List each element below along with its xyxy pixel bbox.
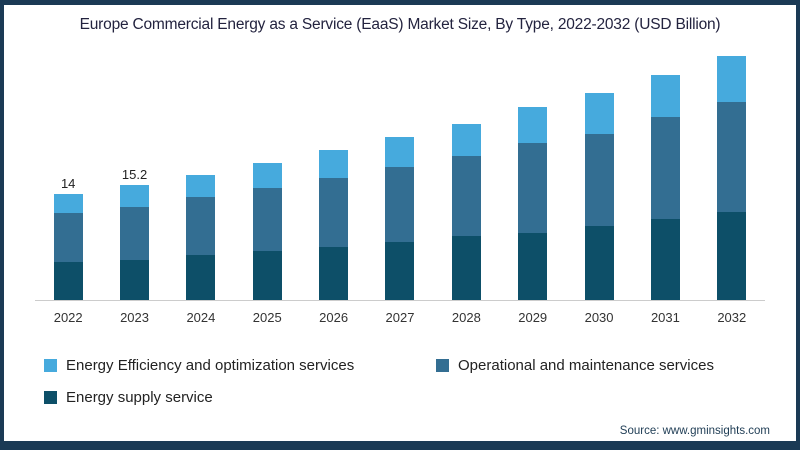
legend: Energy Efficiency and optimization servi…	[44, 357, 796, 406]
bar-segment-2032	[717, 56, 747, 102]
x-axis-label-2030: 2030	[584, 310, 614, 325]
bar-segment-2025	[252, 163, 282, 189]
legend-label-energy-supply: Energy supply service	[66, 389, 213, 406]
bar-segment-2031	[650, 116, 680, 219]
legend-item-energy-efficiency: Energy Efficiency and optimization servi…	[44, 357, 436, 374]
bar-segment-2030	[584, 226, 614, 300]
bar-segment-2032	[717, 101, 747, 212]
legend-label-energy-efficiency: Energy Efficiency and optimization servi…	[66, 357, 355, 374]
chart-title: Europe Commercial Energy as a Service (E…	[79, 16, 721, 33]
x-axis-labels: 2022 2023 2024 2025 2026 2027 2028 2029 2030 2031…	[35, 301, 765, 325]
bar-segment-2026	[319, 246, 349, 300]
bar-column-2022: 14	[35, 50, 101, 300]
x-axis-label-2028: 2028	[451, 310, 481, 325]
bar-segment-2026	[319, 177, 349, 247]
bar-2023	[120, 184, 150, 300]
bar-segment-2023	[120, 184, 150, 207]
plot-area: 14 15.2 2022 2023 2024 2025 2026 2027 2028 2029 2…	[4, 50, 796, 325]
bar-segment-2027	[385, 242, 415, 300]
bar-2025	[252, 163, 282, 300]
bar-segment-2026	[319, 150, 349, 178]
bars-container: 14 15.2	[35, 50, 765, 301]
bar-2024	[186, 175, 216, 300]
bar-segment-2025	[252, 251, 282, 300]
x-axis-label-2032: 2032	[717, 310, 747, 325]
bar-segment-2028	[451, 123, 481, 157]
bar-segment-2028	[451, 156, 481, 237]
bar-column-2026	[300, 50, 366, 300]
bar-column-2032	[699, 50, 765, 300]
x-axis-label-2029: 2029	[518, 310, 548, 325]
bar-segment-2022	[53, 193, 83, 213]
legend-row-1: Energy Efficiency and optimization servi…	[44, 357, 796, 374]
bar-2032	[717, 56, 747, 300]
bar-segment-2024	[186, 175, 216, 198]
bar-segment-2032	[717, 211, 747, 300]
source-attribution: Source: www.gminsights.com	[619, 425, 770, 437]
x-axis-label-2022: 2022	[53, 310, 83, 325]
bar-column-2025	[234, 50, 300, 300]
bar-2027	[385, 137, 415, 300]
bar-segment-2030	[584, 133, 614, 227]
bar-segment-2022	[53, 262, 83, 300]
bar-column-2027	[367, 50, 433, 300]
bar-column-2031	[632, 50, 698, 300]
bar-segment-2029	[518, 107, 548, 143]
bar-segment-2027	[385, 167, 415, 243]
legend-item-operational-maintenance: Operational and maintenance services	[436, 357, 714, 374]
bar-segment-2024	[186, 255, 216, 300]
bar-segment-2024	[186, 197, 216, 256]
bar-segment-2023	[120, 206, 150, 260]
x-axis-label-2031: 2031	[650, 310, 680, 325]
bar-segment-2031	[650, 75, 680, 117]
legend-swatch-energy-efficiency-icon	[44, 359, 57, 372]
bar-value-label-2023: 15.2	[121, 166, 148, 182]
bar-value-label-2022: 14	[60, 175, 76, 191]
bar-segment-2031	[650, 218, 680, 300]
legend-label-operational-maintenance: Operational and maintenance services	[458, 357, 714, 374]
bar-segment-2023	[120, 259, 150, 300]
bar-segment-2025	[252, 188, 282, 252]
x-axis-label-2027: 2027	[385, 310, 415, 325]
bar-2026	[319, 150, 349, 300]
bar-column-2024	[168, 50, 234, 300]
x-axis-label-2023: 2023	[120, 310, 149, 325]
bar-2028	[451, 123, 481, 300]
bar-2029	[518, 107, 548, 300]
x-axis-label-2024: 2024	[186, 310, 216, 325]
bar-2022	[53, 193, 83, 300]
bar-column-2029	[500, 50, 566, 300]
bar-column-2030	[566, 50, 632, 300]
bar-column-2023: 15.2	[101, 50, 167, 300]
bar-segment-2022	[53, 212, 83, 262]
bar-segment-2030	[584, 92, 614, 134]
legend-row-2: Energy supply service	[44, 389, 796, 406]
x-axis-label-2025: 2025	[252, 310, 282, 325]
bar-2030	[584, 92, 614, 300]
x-axis-label-2026: 2026	[319, 310, 349, 325]
bar-segment-2029	[518, 233, 548, 300]
bar-column-2028	[433, 50, 499, 300]
bar-segment-2028	[451, 236, 481, 300]
legend-swatch-energy-supply-icon	[44, 391, 57, 404]
legend-swatch-operational-maintenance-icon	[436, 359, 449, 372]
bar-segment-2029	[518, 142, 548, 234]
bar-segment-2027	[385, 137, 415, 168]
legend-item-energy-supply: Energy supply service	[44, 389, 213, 406]
bar-2031	[650, 75, 680, 300]
